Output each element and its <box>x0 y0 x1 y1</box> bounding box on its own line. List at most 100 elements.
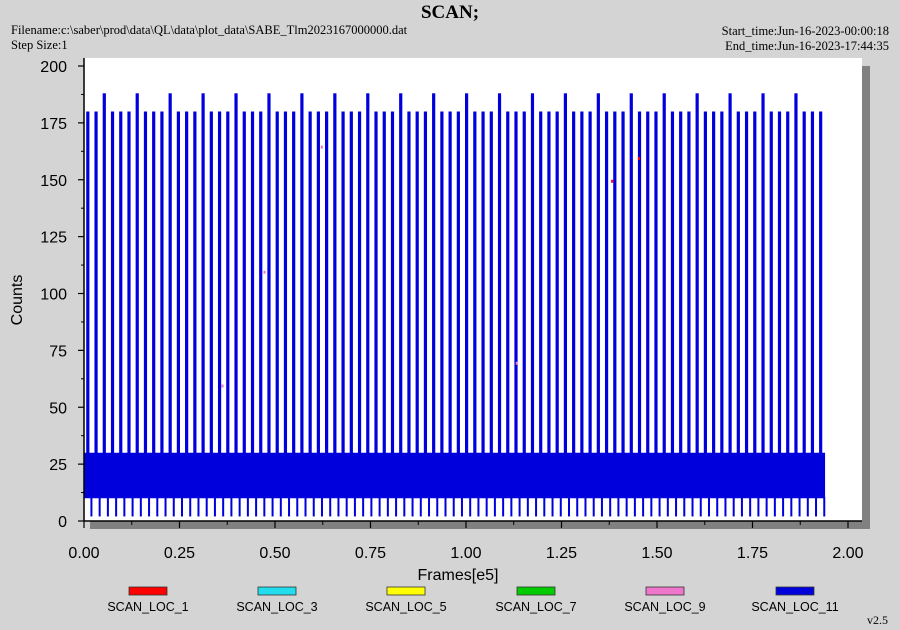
series-dip-scan-loc-11 <box>691 497 694 517</box>
legend-swatch <box>775 586 815 596</box>
version-label: v2.5 <box>867 613 888 627</box>
series-spike-scan-loc-11 <box>646 111 650 454</box>
end-time-label: End_time:Jun-16-2023-17:44:35 <box>725 39 889 53</box>
series-spike-scan-loc-11 <box>357 111 362 454</box>
series-spike-scan-loc-11 <box>736 111 740 454</box>
series-dip-scan-loc-11 <box>806 497 809 517</box>
series-dip-scan-loc-11 <box>222 497 225 517</box>
series-spike-scan-loc-11 <box>596 93 600 454</box>
series-spike-scan-loc-11 <box>250 111 255 454</box>
y-tick-label: 100 <box>40 287 67 304</box>
data-layer <box>84 93 826 517</box>
series-dip-scan-loc-11 <box>535 497 538 517</box>
series-dip-scan-loc-11 <box>353 497 356 517</box>
series-speck <box>221 384 224 388</box>
x-tick-label: 0.50 <box>259 545 290 562</box>
series-spike-scan-loc-11 <box>555 111 559 454</box>
series-dip-scan-loc-11 <box>551 497 554 517</box>
series-spike-scan-loc-11 <box>209 111 213 454</box>
x-tick-label: 1.50 <box>641 545 672 562</box>
series-speck <box>263 270 266 274</box>
series-spike-scan-loc-11 <box>325 111 329 454</box>
series-spike-scan-loc-11 <box>143 111 148 454</box>
series-dip-scan-loc-11 <box>477 497 480 517</box>
series-spike-scan-loc-11 <box>654 111 658 454</box>
axes-layer: 0 25 50 75 100 125 150 175 200 0.00 0.25 0.50 0.75 1.… <box>40 59 863 562</box>
series-spike-scan-loc-11 <box>629 93 633 454</box>
series-dip-scan-loc-11 <box>90 497 93 517</box>
series-dip-scan-loc-11 <box>115 497 118 517</box>
series-dip-scan-loc-11 <box>707 497 710 517</box>
series-dip-scan-loc-11 <box>304 497 307 517</box>
series-speck <box>515 361 518 365</box>
series-spike-scan-loc-11 <box>185 111 189 454</box>
series-speck <box>637 157 640 160</box>
x-axis-label: Frames[e5] <box>418 567 499 584</box>
series-spike-scan-loc-11 <box>193 111 197 454</box>
y-tick-label: 125 <box>40 230 67 247</box>
series-spike-scan-loc-11 <box>464 93 469 454</box>
x-tick-label: 1.75 <box>737 545 768 562</box>
series-dip-scan-loc-11 <box>502 497 505 517</box>
series-dip-scan-loc-11 <box>180 497 183 517</box>
series-spike-scan-loc-11 <box>810 111 815 454</box>
series-dip-scan-loc-11 <box>716 497 719 517</box>
series-spike-scan-loc-11 <box>86 111 90 454</box>
series-spike-scan-loc-11 <box>679 111 683 454</box>
series-spike-scan-loc-11 <box>176 111 180 454</box>
series-dip-scan-loc-11 <box>526 497 529 517</box>
series-spike-scan-loc-11 <box>127 111 131 454</box>
legend-swatch <box>257 586 297 596</box>
series-dip-scan-loc-11 <box>172 497 175 517</box>
series-spike-scan-loc-11 <box>670 111 675 454</box>
series-dip-scan-loc-11 <box>683 497 686 517</box>
series-dip-scan-loc-11 <box>329 497 332 517</box>
series-dip-scan-loc-11 <box>699 497 702 517</box>
series-spike-scan-loc-11 <box>308 111 312 454</box>
series-spike-scan-loc-11 <box>407 111 411 454</box>
series-dip-scan-loc-11 <box>428 497 431 517</box>
series-dip-scan-loc-11 <box>518 497 521 517</box>
legend-swatch <box>645 586 685 596</box>
series-dip-scan-loc-11 <box>584 497 587 517</box>
series-spike-scan-loc-11 <box>275 111 279 454</box>
series-dip-scan-loc-11 <box>246 497 249 517</box>
series-spike-scan-loc-11 <box>382 111 386 454</box>
series-spike-scan-loc-11 <box>201 93 205 454</box>
series-dip-scan-loc-11 <box>749 497 752 517</box>
series-dip-scan-loc-11 <box>782 497 785 517</box>
series-dip-scan-loc-11 <box>559 497 562 517</box>
series-spike-scan-loc-11 <box>580 111 584 454</box>
series-spike-scan-loc-11 <box>703 111 707 454</box>
series-dip-scan-loc-11 <box>740 497 743 517</box>
series-dip-scan-loc-11 <box>156 497 159 517</box>
series-spike-scan-loc-11 <box>489 111 493 454</box>
series-dip-scan-loc-11 <box>238 497 241 517</box>
series-spike-scan-loc-11 <box>226 111 230 454</box>
series-dip-scan-loc-11 <box>255 497 258 517</box>
legend-label: SCAN_LOC_1 <box>107 600 188 614</box>
series-band-scan-loc-11 <box>84 452 826 499</box>
legend-label: SCAN_LOC_11 <box>751 600 838 614</box>
series-dip-scan-loc-11 <box>131 497 134 517</box>
series-spike-scan-loc-11 <box>432 93 436 454</box>
series-dip-scan-loc-11 <box>164 497 167 517</box>
series-spike-scan-loc-11 <box>720 111 724 454</box>
series-spike-scan-loc-11 <box>572 111 576 454</box>
series-dip-scan-loc-11 <box>650 497 653 517</box>
series-dip-scan-loc-11 <box>732 497 735 517</box>
series-spike-scan-loc-11 <box>481 111 485 454</box>
series-dip-scan-loc-11 <box>658 497 661 517</box>
x-tick-label: 1.00 <box>450 545 481 562</box>
series-dip-scan-loc-11 <box>790 497 793 517</box>
series-spike-scan-loc-11 <box>242 111 246 454</box>
series-dip-scan-loc-11 <box>205 497 208 517</box>
series-dip-scan-loc-11 <box>263 497 266 517</box>
series-spike-scan-loc-11 <box>440 111 444 454</box>
series-spike-scan-loc-11 <box>448 111 452 454</box>
series-dip-scan-loc-11 <box>592 497 595 517</box>
series-spike-scan-loc-11 <box>819 111 823 454</box>
series-spike-scan-loc-11 <box>283 111 288 454</box>
series-dip-scan-loc-11 <box>493 497 496 517</box>
series-dip-scan-loc-11 <box>337 497 340 517</box>
